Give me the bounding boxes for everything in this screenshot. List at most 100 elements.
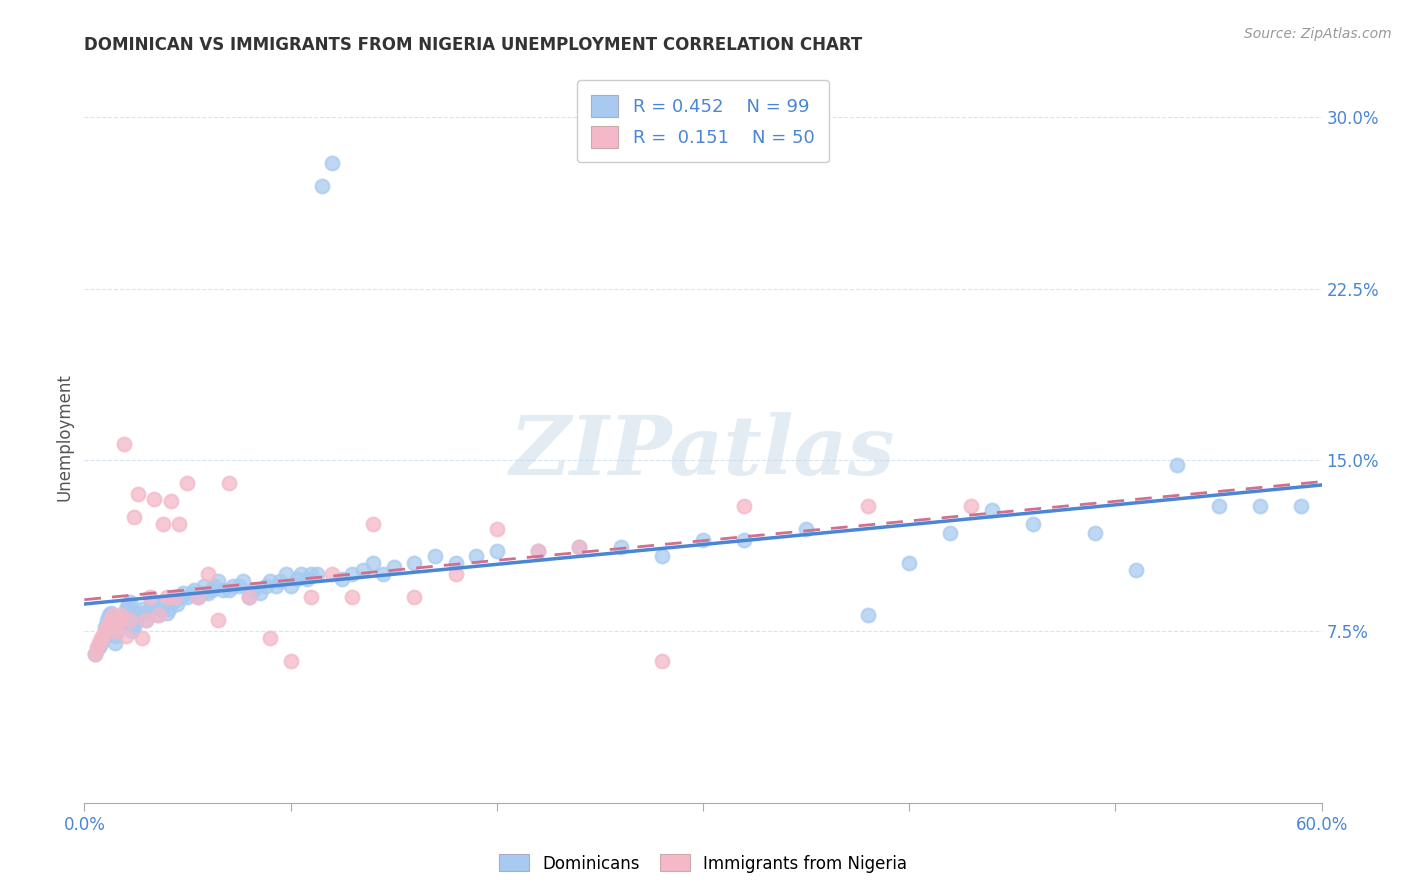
Point: [980, 503, 1002, 517]
Point: [118, 613, 141, 627]
Point: [444, 567, 467, 582]
Point: [197, 585, 219, 599]
Point: [342, 590, 364, 604]
Point: [135, 613, 157, 627]
Point: [87, 636, 110, 650]
Point: [276, 567, 298, 582]
Point: [105, 624, 128, 639]
Point: [91, 632, 114, 646]
Point: [218, 583, 240, 598]
Point: [1166, 458, 1188, 472]
Point: [131, 632, 153, 646]
Point: [232, 574, 254, 588]
Point: [94, 624, 117, 639]
Point: [104, 636, 127, 650]
Point: [960, 499, 983, 513]
Point: [290, 567, 312, 582]
Point: [176, 590, 198, 604]
Point: [91, 629, 114, 643]
Point: [165, 590, 187, 604]
Point: [87, 640, 110, 655]
Point: [135, 613, 157, 627]
Point: [259, 632, 281, 646]
Point: [110, 613, 132, 627]
Point: [152, 516, 174, 531]
Legend: Dominicans, Immigrants from Nigeria: Dominicans, Immigrants from Nigeria: [492, 847, 914, 880]
Point: [98, 617, 121, 632]
Point: [201, 583, 224, 598]
Point: [197, 567, 219, 582]
Point: [96, 613, 118, 627]
Point: [170, 590, 193, 604]
Legend: R = 0.452    N = 99, R =  0.151    N = 50: R = 0.452 N = 99, R = 0.151 N = 50: [576, 80, 830, 162]
Point: [156, 606, 179, 620]
Point: [139, 601, 162, 615]
Point: [139, 590, 162, 604]
Point: [156, 590, 179, 604]
Point: [105, 617, 128, 632]
Point: [311, 178, 333, 193]
Point: [1249, 499, 1271, 513]
Point: [898, 556, 921, 570]
Point: [100, 606, 122, 620]
Point: [112, 608, 135, 623]
Point: [145, 608, 167, 623]
Point: [122, 620, 145, 634]
Point: [264, 579, 287, 593]
Point: [143, 491, 166, 506]
Point: [423, 549, 446, 563]
Point: [83, 647, 105, 661]
Point: [108, 617, 131, 632]
Point: [127, 608, 149, 623]
Point: [1208, 499, 1230, 513]
Point: [485, 521, 508, 535]
Point: [404, 556, 426, 570]
Point: [176, 475, 198, 490]
Point: [939, 526, 962, 541]
Point: [90, 636, 112, 650]
Point: [136, 606, 159, 620]
Point: [118, 594, 141, 608]
Point: [321, 567, 343, 582]
Point: [108, 613, 131, 627]
Point: [733, 533, 755, 547]
Point: [152, 597, 174, 611]
Point: [238, 590, 260, 604]
Point: [110, 608, 132, 623]
Point: [114, 606, 136, 620]
Point: [157, 601, 180, 615]
Text: ZIPatlas: ZIPatlas: [510, 412, 896, 491]
Point: [104, 624, 127, 639]
Point: [125, 613, 148, 627]
Point: [794, 521, 817, 535]
Point: [651, 654, 673, 668]
Point: [342, 567, 364, 582]
Point: [361, 516, 384, 531]
Point: [162, 594, 184, 608]
Point: [856, 499, 879, 513]
Point: [94, 620, 117, 634]
Point: [90, 632, 112, 646]
Point: [249, 585, 271, 599]
Point: [193, 579, 215, 593]
Point: [307, 567, 329, 582]
Point: [373, 567, 395, 582]
Point: [148, 608, 170, 623]
Point: [238, 590, 260, 604]
Point: [733, 499, 755, 513]
Point: [218, 475, 240, 490]
Point: [1022, 516, 1045, 531]
Point: [98, 608, 121, 623]
Point: [361, 556, 384, 570]
Point: [94, 624, 117, 639]
Point: [352, 563, 374, 577]
Point: [295, 572, 318, 586]
Point: [382, 560, 405, 574]
Text: DOMINICAN VS IMMIGRANTS FROM NIGERIA UNEMPLOYMENT CORRELATION CHART: DOMINICAN VS IMMIGRANTS FROM NIGERIA UNE…: [84, 36, 863, 54]
Point: [86, 640, 108, 655]
Point: [285, 572, 308, 586]
Point: [269, 574, 291, 588]
Point: [280, 654, 302, 668]
Point: [94, 629, 117, 643]
Point: [104, 629, 127, 643]
